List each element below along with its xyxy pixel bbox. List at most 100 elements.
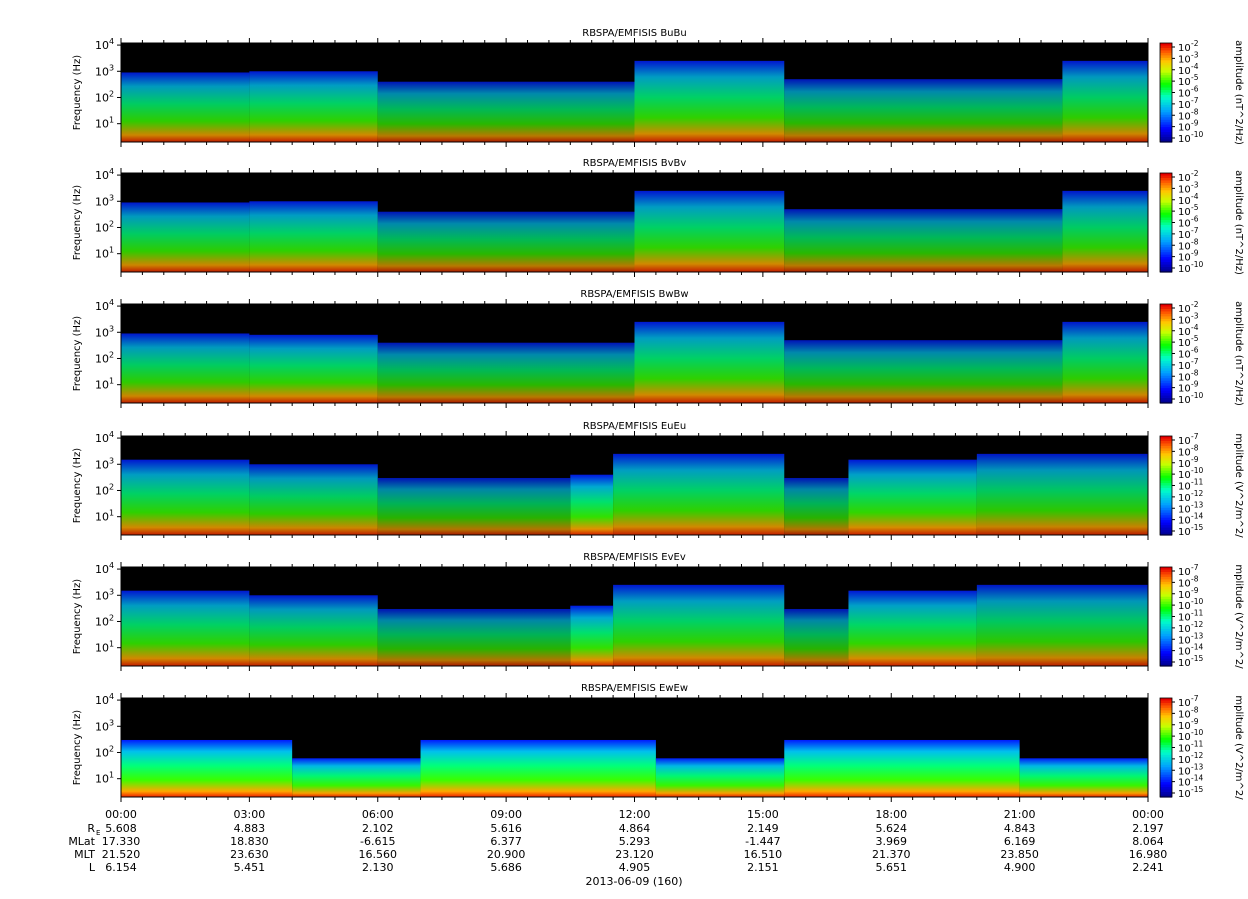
colorbar-tick-label: 10 — [1178, 77, 1191, 88]
ephemeris-value: 18.830 — [230, 835, 269, 848]
y-tick-exponent: 2 — [109, 219, 114, 228]
y-tick-exponent: 1 — [109, 377, 114, 386]
colorbar-swatch — [1160, 656, 1172, 660]
ephemeris-value: 16.510 — [744, 848, 783, 861]
colorbar-tick-label: 10 — [1178, 315, 1191, 326]
colorbar-tick-exponent: -9 — [1191, 249, 1199, 258]
colorbar-swatch — [1160, 304, 1172, 308]
y-tick-exponent: 2 — [109, 482, 114, 491]
colorbar-swatch — [1160, 139, 1172, 143]
y-tick-exponent: 4 — [109, 692, 114, 701]
y-tick-exponent: 3 — [109, 456, 114, 465]
colorbar-swatch — [1160, 527, 1172, 531]
y-tick-label: 10 — [95, 300, 109, 313]
colorbar-swatch — [1160, 254, 1172, 258]
colorbar-swatch — [1160, 512, 1172, 516]
colorbar-swatch — [1160, 316, 1172, 320]
spectral-band — [420, 739, 656, 797]
colorbar-swatch — [1160, 774, 1172, 778]
spectral-band — [121, 333, 250, 403]
panel-title: RBSPA/EMFISIS EvEv — [583, 552, 686, 563]
colorbar-swatch — [1160, 122, 1172, 126]
colorbar-tick-label: 10 — [1178, 647, 1191, 658]
colorbar-swatch — [1160, 257, 1172, 261]
colorbar-swatch — [1160, 94, 1172, 99]
colorbar-tick-exponent: -4 — [1191, 192, 1199, 201]
colorbar-swatch — [1160, 175, 1172, 179]
colorbar-swatch — [1160, 252, 1172, 256]
colorbar-swatch — [1160, 571, 1172, 576]
colorbar-swatch — [1160, 522, 1172, 526]
colorbar-tick-label: 10 — [1178, 264, 1191, 275]
colorbar-swatch — [1160, 445, 1172, 449]
colorbar-tick-label: 10 — [1178, 43, 1191, 54]
colorbar-tick-exponent: -12 — [1191, 489, 1203, 498]
ephemeris-value: 5.451 — [234, 861, 266, 874]
colorbar-swatch — [1160, 616, 1172, 620]
colorbar-swatch — [1160, 363, 1172, 367]
y-axis-label: Frequency (Hz) — [72, 579, 83, 655]
colorbar-swatch — [1160, 749, 1172, 754]
colorbar-tick-label: 10 — [1178, 219, 1191, 230]
colorbar-swatch — [1160, 732, 1172, 736]
colorbar-swatch — [1160, 505, 1172, 509]
colorbar-swatch — [1160, 485, 1172, 489]
colorbar-tick-label: 10 — [1178, 744, 1191, 755]
y-tick-label: 10 — [95, 642, 109, 655]
colorbar-swatch — [1160, 581, 1172, 585]
colorbar-swatch — [1160, 475, 1172, 479]
colorbar-swatch — [1160, 754, 1172, 758]
ephemeris-value: 16.980 — [1129, 848, 1168, 861]
y-tick-exponent: 2 — [109, 350, 114, 359]
colorbar-tick-exponent: -4 — [1191, 62, 1199, 71]
colorbar-swatch — [1160, 702, 1172, 707]
colorbar-tick-label: 10 — [1178, 755, 1191, 766]
colorbar-swatch — [1160, 67, 1172, 71]
colorbar-swatch — [1160, 47, 1172, 52]
ephemeris-value: 4.900 — [1004, 861, 1036, 874]
colorbar-swatch — [1160, 242, 1172, 246]
colorbar-swatch — [1160, 267, 1172, 271]
colorbar-tick-label: 10 — [1178, 361, 1191, 372]
colorbar-swatch — [1160, 759, 1172, 763]
ephemeris-value: 4.905 — [619, 861, 651, 874]
colorbar-tick-exponent: -7 — [1191, 96, 1199, 105]
panel-title: RBSPA/EMFISIS BvBv — [583, 158, 687, 169]
panel-title: RBSPA/EMFISIS EwEw — [581, 683, 688, 694]
colorbar-swatch — [1160, 745, 1172, 749]
ephemeris-value: 23.120 — [615, 848, 654, 861]
colorbar-swatch — [1160, 436, 1172, 440]
colorbar-tick-exponent: -13 — [1191, 631, 1203, 640]
colorbar-swatch — [1160, 360, 1172, 364]
colorbar-tick-label: 10 — [1178, 482, 1191, 493]
y-tick-exponent: 2 — [109, 613, 114, 622]
ephemeris-value: 2.241 — [1132, 861, 1164, 874]
colorbar-swatch — [1160, 368, 1172, 372]
colorbar-tick-label: 10 — [1178, 658, 1191, 669]
y-tick-label: 10 — [95, 195, 109, 208]
colorbar-swatch — [1160, 57, 1172, 61]
colorbar-swatch — [1160, 264, 1172, 268]
colorbar-swatch — [1160, 87, 1172, 91]
colorbar-tick-label: 10 — [1178, 350, 1191, 361]
colorbar-swatch — [1160, 333, 1172, 337]
spectral-band — [377, 81, 635, 142]
colorbar-swatch — [1160, 45, 1172, 49]
spectral-band — [976, 453, 1148, 535]
colorbar-swatch — [1160, 385, 1172, 389]
spectral-band — [1062, 190, 1148, 272]
colorbar-tick-exponent: -14 — [1191, 774, 1203, 783]
colorbar-swatch — [1160, 638, 1172, 642]
colorbar-swatch — [1160, 626, 1172, 630]
spectral-band — [784, 477, 849, 535]
y-tick-label: 10 — [95, 720, 109, 733]
colorbar-tick-label: 10 — [1178, 527, 1191, 538]
colorbar-swatch — [1160, 207, 1172, 211]
colorbar-swatch — [1160, 579, 1172, 583]
colorbar-swatch — [1160, 249, 1172, 253]
colorbar-swatch — [1160, 465, 1172, 469]
colorbar-swatch — [1160, 769, 1172, 773]
colorbar-swatch — [1160, 497, 1172, 501]
colorbar-swatch — [1160, 395, 1172, 399]
